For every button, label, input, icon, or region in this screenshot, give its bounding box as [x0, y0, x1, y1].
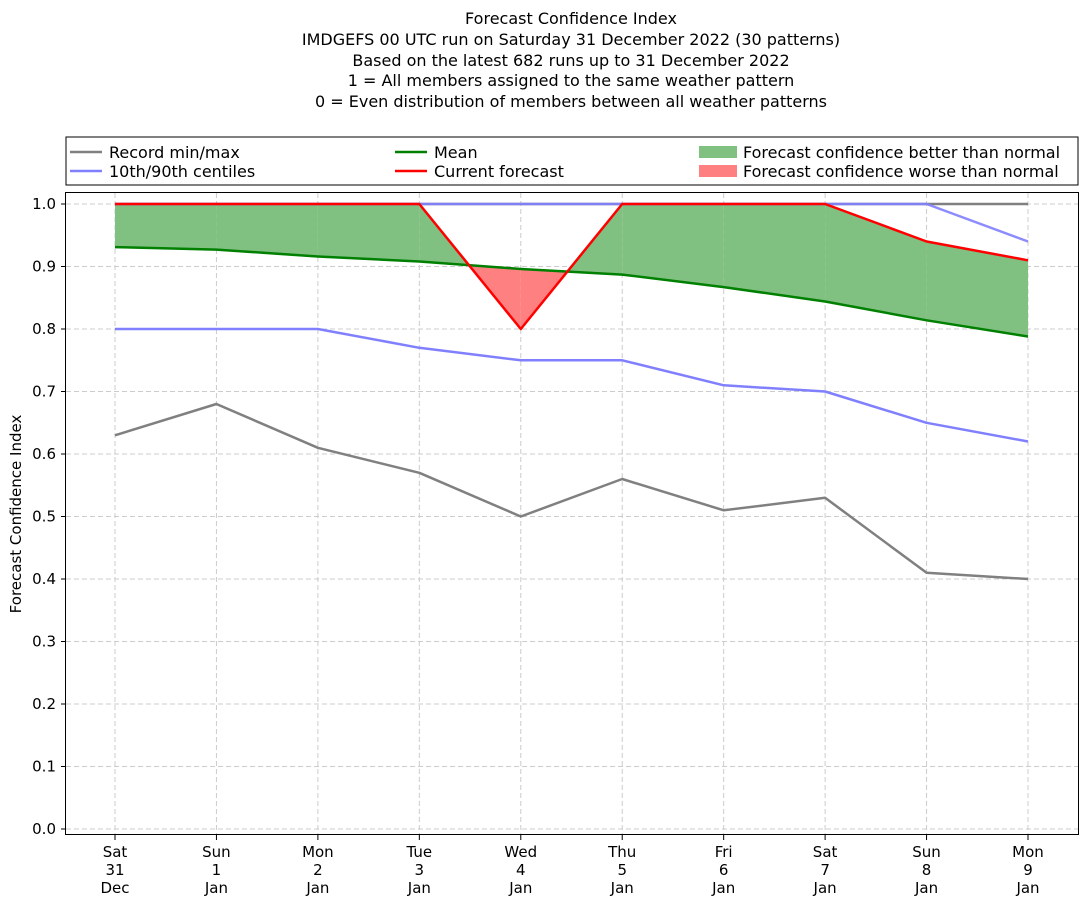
x-tick-label: 4 [516, 861, 526, 879]
x-tick-label: Dec [100, 879, 129, 897]
x-tick-label: 7 [820, 861, 830, 879]
x-tick-label: Jan [508, 879, 532, 897]
x-tick-label: 6 [719, 861, 729, 879]
y-tick-label: 0.1 [32, 758, 56, 776]
legend-label-worse: Forecast confidence worse than normal [743, 162, 1059, 181]
x-tick-label: Jan [204, 879, 228, 897]
fill-better-than-normal [216, 204, 318, 257]
x-tick-label: Sun [202, 843, 231, 861]
x-tick-label: 31 [105, 861, 124, 879]
x-tick-label: 5 [617, 861, 627, 879]
y-tick-label: 0.3 [32, 633, 56, 651]
title-line: 1 = All members assigned to the same wea… [348, 71, 795, 90]
x-tick-label: Tue [406, 843, 433, 861]
chart-title: Forecast Confidence Index IMDGEFS 00 UTC… [302, 9, 840, 111]
confidence-fills [115, 204, 1028, 337]
legend-label-better: Forecast confidence better than normal [743, 143, 1060, 162]
x-tick-label: 2 [313, 861, 323, 879]
x-tick-label: Mon [302, 843, 334, 861]
y-tick-label: 0.2 [32, 695, 56, 713]
y-axis: 0.0 0.1 0.2 0.3 0.4 0.5 0.6 0.7 0.8 0.9 1.0 [32, 195, 66, 838]
y-axis-label: Forecast Confidence Index [7, 415, 25, 614]
title-line: 0 = Even distribution of members between… [315, 92, 827, 111]
plot-frame [65, 192, 1079, 835]
x-tick-label: Jan [610, 879, 634, 897]
y-tick-label: 0.8 [32, 320, 56, 338]
x-tick-label: 8 [922, 861, 932, 879]
x-tick-label: Sun [912, 843, 941, 861]
x-tick-label: Jan [914, 879, 938, 897]
y-tick-label: 0.6 [32, 445, 56, 463]
series-line-mean [114, 245, 1029, 338]
x-tick-label: Mon [1012, 843, 1044, 861]
legend-box [65, 136, 1079, 186]
x-tick-label: 3 [415, 861, 425, 879]
fill-better-than-normal [622, 204, 724, 288]
y-tick-label: 0.5 [32, 508, 56, 526]
series-line-record-min [114, 402, 1029, 581]
x-tick-label: Jan [711, 879, 735, 897]
x-tick-label: Thu [607, 843, 636, 861]
grid [66, 193, 1078, 834]
x-tick-label: 1 [212, 861, 222, 879]
y-tick-label: 0.7 [32, 383, 56, 401]
title-line: Forecast Confidence Index [465, 9, 677, 28]
series-lines [114, 202, 1029, 581]
x-tick-label: Sat [813, 843, 838, 861]
legend-label-mean: Mean [434, 143, 478, 162]
fill-better-than-normal [317, 204, 420, 262]
series-line-current-forecast [115, 202, 1029, 331]
title-line: IMDGEFS 00 UTC run on Saturday 31 Decemb… [302, 30, 840, 49]
fill-better-than-normal [926, 241, 1028, 337]
legend-label-centiles: 10th/90th centiles [109, 162, 255, 181]
series-line-10th-centile [115, 327, 1029, 443]
y-tick-label: 1.0 [32, 195, 56, 213]
y-tick-label: 0.0 [32, 820, 56, 838]
legend-label-record: Record min/max [109, 143, 240, 162]
legend-swatch-worse [699, 165, 737, 177]
x-tick-label: Sat [103, 843, 128, 861]
x-tick-label: Wed [504, 843, 537, 861]
y-tick-label: 0.9 [32, 258, 56, 276]
legend-swatch-better [699, 146, 737, 158]
fill-better-than-normal [115, 204, 217, 250]
legend-label-current: Current forecast [434, 162, 564, 181]
x-tick-label: Jan [305, 879, 329, 897]
fill-better-than-normal [723, 204, 826, 302]
title-line: Based on the latest 682 runs up to 31 De… [352, 51, 789, 70]
x-tick-label: Jan [1015, 879, 1039, 897]
x-tick-label: Jan [813, 879, 837, 897]
legend: Record min/max 10th/90th centiles Mean C… [65, 136, 1079, 186]
x-tick-label: Fri [715, 843, 733, 861]
x-tick-label: 9 [1023, 861, 1033, 879]
y-tick-label: 0.4 [32, 570, 56, 588]
x-axis: Sat31DecSun1JanMon2JanTue3JanWed4JanThu5… [100, 835, 1044, 897]
x-tick-label: Jan [407, 879, 431, 897]
